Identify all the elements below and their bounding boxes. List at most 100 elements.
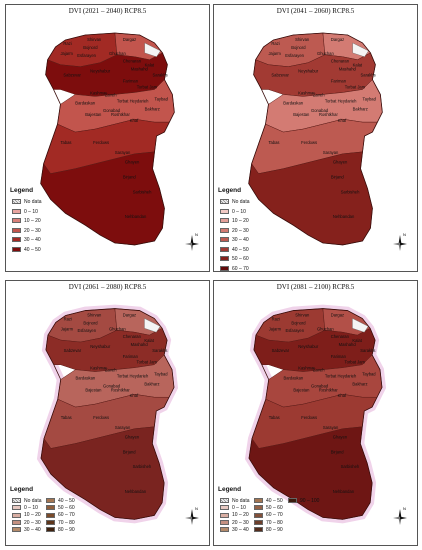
place-label: Bardaskan xyxy=(283,100,303,105)
legend-swatch xyxy=(46,498,55,504)
place-label: Sarbisheh xyxy=(341,464,360,469)
place-label: Roshtkhar xyxy=(319,112,338,117)
legend-swatch xyxy=(254,498,263,504)
place-label: Torbat Jam xyxy=(137,360,158,365)
legend-label: No data xyxy=(24,498,42,504)
legend-item: 0 – 10 xyxy=(220,209,246,215)
place-label: Neyshabur xyxy=(90,344,111,349)
place-label: Sabzevar xyxy=(271,73,289,78)
legend-swatch xyxy=(220,199,229,205)
legend-label: 50 – 60 xyxy=(232,256,249,262)
legend-swatch xyxy=(12,505,21,511)
legend-label: 40 – 50 xyxy=(266,498,283,504)
place-label: Sarayan xyxy=(115,150,131,155)
legend-item: 60 – 70 xyxy=(220,266,249,271)
legend-item: 0 – 10 xyxy=(12,505,38,511)
place-label: Khaf xyxy=(130,393,139,398)
place-label: Jajarm xyxy=(61,326,74,331)
legend-title: Legend xyxy=(218,486,242,493)
legend-item: No data xyxy=(12,199,42,205)
place-label: Razi xyxy=(271,41,279,46)
legend-item: 80 – 90 xyxy=(254,527,283,533)
place-label: Fariman xyxy=(331,354,347,359)
legend-item: 50 – 60 xyxy=(46,505,75,511)
legend-item: 0 – 10 xyxy=(220,505,246,511)
legend-swatch xyxy=(12,246,21,252)
place-label: Sarbisheh xyxy=(133,464,152,469)
place-label: Shirvan xyxy=(295,312,310,317)
place-label: Shirvan xyxy=(295,37,310,42)
place-label: Zaveh xyxy=(313,92,325,97)
legend-swatch xyxy=(12,512,21,518)
place-label: Bojnord xyxy=(83,45,98,50)
province-outline xyxy=(248,32,383,246)
place-label: Esfarayen xyxy=(285,328,304,333)
north-arrow-icon: N xyxy=(393,506,407,525)
legend-swatch xyxy=(254,505,263,511)
place-label: Bardaskan xyxy=(75,100,95,105)
place-label: Kalat xyxy=(145,63,155,68)
place-label: Chenaran xyxy=(331,334,350,339)
legend-swatch xyxy=(12,227,21,233)
place-label: Kashmar xyxy=(298,366,315,371)
place-label: Nehbandan xyxy=(125,489,147,494)
legend-item: No data xyxy=(220,199,250,205)
place-label: Nehbandan xyxy=(333,214,355,219)
legend-label: 50 – 60 xyxy=(266,505,283,512)
place-label: Neyshabur xyxy=(298,344,319,349)
place-label: Kashmar xyxy=(298,90,315,95)
map-title: DVI (2061 – 2080) RCP8.5 xyxy=(68,283,147,291)
legend-label: 10 – 20 xyxy=(24,218,41,224)
place-label: Zaveh xyxy=(105,368,117,373)
place-label: Sabzevar xyxy=(272,348,290,353)
legend-item: 30 – 40 xyxy=(220,527,249,533)
legend-label: 0 – 10 xyxy=(232,505,246,512)
place-label: Birjand xyxy=(331,449,345,454)
place-label: Kalat xyxy=(352,338,362,343)
place-label: Gonabad xyxy=(103,383,121,388)
legend-label: 40 – 50 xyxy=(58,498,75,504)
legend-item: 50 – 60 xyxy=(254,505,283,511)
place-label: Torbat Jam xyxy=(345,360,366,365)
legend-label: No data xyxy=(232,199,250,205)
place-label: Ghuchan xyxy=(317,51,335,56)
place-label: Ferdows xyxy=(301,415,317,420)
place-label: Torbat Heydarieh xyxy=(117,98,149,103)
place-label: Sarbisheh xyxy=(341,189,360,194)
place-label: Ghayen xyxy=(333,160,348,165)
place-label: Taybad xyxy=(363,96,377,101)
legend-swatch xyxy=(46,519,55,525)
legend-swatch xyxy=(12,237,21,243)
place-label: Mashahd xyxy=(131,342,149,347)
place-label: Roshtkhar xyxy=(111,387,130,392)
legend-swatch xyxy=(12,208,21,214)
map-panel-1: DVI (2021 – 2040) RCP8.5 Razi Shirvan Bojno… xyxy=(5,4,210,272)
place-label: Ghayen xyxy=(125,435,140,440)
legend-label: 20 – 30 xyxy=(24,519,41,526)
place-label: Ghuchan xyxy=(317,326,334,331)
place-label: Taybad xyxy=(155,96,169,101)
place-label: Ferdows xyxy=(93,140,109,145)
place-label: Khaf xyxy=(338,393,347,398)
place-label: Bakharz xyxy=(353,106,368,111)
province-outline xyxy=(40,32,175,246)
legend-title: Legend xyxy=(10,486,34,493)
place-label: Dargaz xyxy=(331,312,344,317)
legend-item: 70 – 80 xyxy=(46,520,75,526)
place-label: Razi xyxy=(64,316,72,321)
legend-item: No data xyxy=(12,498,42,504)
legend-item: 10 – 20 xyxy=(220,512,249,518)
place-label: Razi xyxy=(272,316,280,321)
place-label: Esfarayen xyxy=(77,53,96,58)
place-label: Shirvan xyxy=(87,312,102,317)
legend-title: Legend xyxy=(10,187,34,194)
place-label: Torbat Jam xyxy=(345,84,366,89)
province-outline xyxy=(248,308,383,520)
place-label: Tabas xyxy=(269,415,280,420)
legend-item: 10 – 20 xyxy=(220,218,249,224)
legend-swatch xyxy=(220,227,229,233)
legend-swatch xyxy=(288,498,297,504)
legend-swatch xyxy=(12,218,21,224)
province-outline xyxy=(40,308,175,520)
legend-label: 80 – 90 xyxy=(58,526,75,533)
